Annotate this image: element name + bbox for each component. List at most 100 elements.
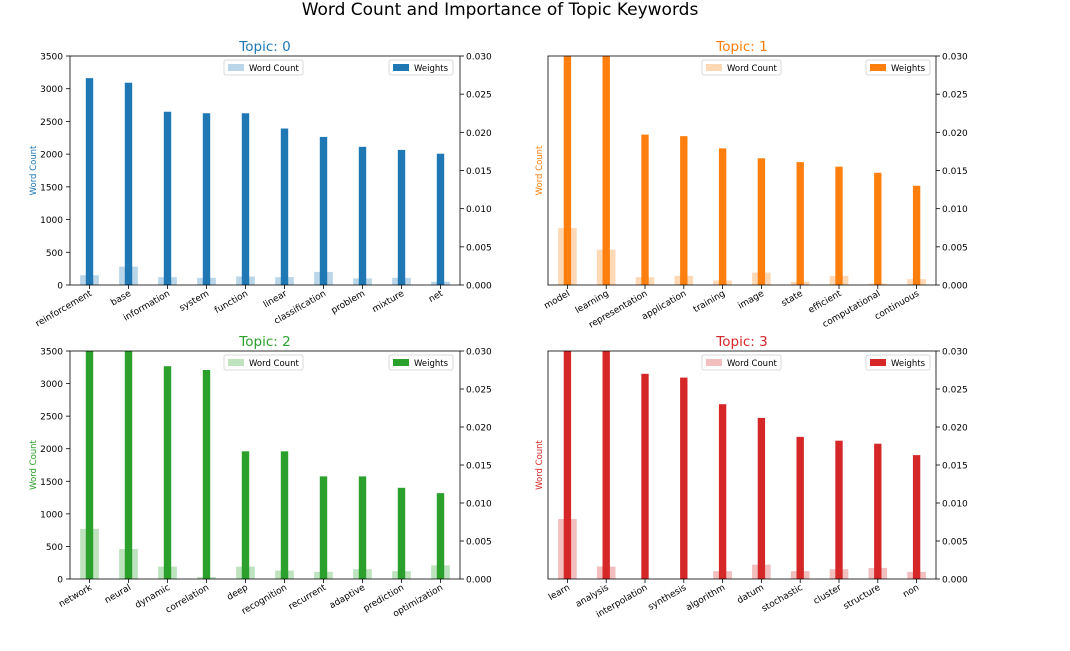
x-tick-label: mixture (371, 289, 407, 315)
y-axis-label: Word Count (535, 439, 545, 489)
legend-box-weights (865, 59, 931, 76)
weight-bar (436, 493, 445, 579)
x-tick-label: cluster (812, 583, 844, 607)
y-right-tick-label: 0.005 (942, 243, 968, 253)
weight-bar (358, 476, 367, 579)
weight-bar (718, 404, 727, 579)
weight-bar (680, 377, 688, 579)
weight-bar (280, 128, 289, 285)
weight-bar (163, 111, 172, 285)
y-left-tick-label: 0 (57, 282, 63, 292)
weight-bar (718, 148, 727, 285)
y-right-tick-label: 0.000 (466, 576, 492, 586)
weight-bar (796, 436, 804, 579)
x-tick-label: neural (103, 583, 133, 606)
legend-box-word-count (701, 59, 782, 76)
y-right-tick-label: 0.005 (466, 538, 492, 548)
y-left-tick-label: 1000 (40, 216, 63, 226)
y-left-tick-label: 1000 (40, 510, 63, 520)
legend-box-weights (865, 354, 931, 371)
figure-title: Word Count and Importance of Topic Keywo… (301, 0, 699, 20)
y-left-tick-label: 3500 (40, 348, 63, 358)
legend-label-word-count: Word Count (249, 64, 299, 74)
weight-bar (602, 56, 610, 285)
weight-bar (912, 185, 921, 285)
y-right-tick-label: 0.010 (942, 500, 968, 510)
y-left-tick-label: 500 (46, 543, 63, 553)
y-right-tick-label: 0.005 (942, 538, 968, 548)
legend-label-weights: Weights (891, 359, 926, 369)
y-right-tick-label: 0.000 (942, 576, 968, 586)
weight-bar (319, 136, 328, 285)
y-right-tick-label: 0.030 (466, 53, 492, 63)
panel-title: Topic: 2 (238, 334, 290, 350)
x-tick-label: state (780, 289, 805, 309)
x-tick-label: net (427, 289, 445, 305)
y-left-tick-label: 500 (46, 249, 63, 259)
y-left-tick-label: 2500 (40, 413, 63, 423)
y-right-tick-label: 0.015 (466, 167, 492, 177)
y-left-tick-label: 2500 (40, 118, 63, 128)
weight-bar (641, 134, 649, 285)
y-right-tick-label: 0.005 (466, 243, 492, 253)
x-tick-label: structure (842, 583, 883, 612)
weight-bar (280, 451, 289, 579)
weight-bar (397, 149, 406, 285)
x-tick-label: synthesis (647, 583, 689, 613)
y-right-tick-label: 0.025 (942, 386, 968, 396)
legend-label-word-count: Word Count (727, 64, 777, 74)
weight-bar (124, 351, 133, 579)
y-right-tick-label: 0.025 (466, 91, 492, 101)
x-tick-label: problem (330, 289, 367, 316)
weight-bar (85, 78, 94, 285)
weight-bar (563, 56, 572, 285)
weight-bar (85, 351, 94, 579)
weight-bar (874, 172, 882, 285)
legend-box-word-count (223, 354, 304, 371)
x-tick-label: reinforcement (34, 289, 94, 330)
y-right-tick-label: 0.020 (466, 424, 492, 434)
x-tick-label: linear (262, 289, 289, 311)
legend-label-weights: Weights (414, 64, 449, 74)
x-tick-label: training (692, 289, 727, 315)
x-tick-label: stochastic (760, 583, 804, 614)
x-tick-label: non (901, 583, 921, 600)
weight-bar (202, 113, 211, 285)
weight-bar (641, 373, 649, 579)
legend-box-weights (388, 354, 454, 371)
x-tick-label: continuous (873, 289, 921, 323)
x-tick-label: algorithm (684, 583, 727, 613)
x-tick-label: recurrent (287, 583, 328, 613)
y-left-tick-label: 2000 (40, 151, 63, 161)
y-left-tick-label: 2000 (40, 445, 63, 455)
legend-swatch-word-count (228, 64, 244, 71)
y-left-tick-label: 3000 (40, 380, 63, 390)
legend-swatch-weights (393, 64, 409, 71)
y-right-tick-label: 0.015 (942, 462, 968, 472)
y-right-tick-label: 0.010 (466, 205, 492, 215)
weight-bar (874, 443, 882, 579)
weight-bar (602, 351, 610, 579)
y-right-tick-label: 0.015 (942, 167, 968, 177)
weight-bar (124, 82, 133, 285)
x-tick-label: learn (547, 583, 572, 603)
x-tick-label: model (543, 289, 572, 312)
weight-bar (358, 146, 367, 285)
legend-box-word-count (223, 59, 304, 76)
y-right-tick-label: 0.030 (942, 348, 968, 358)
weight-bar (680, 136, 688, 285)
x-tick-label: network (57, 583, 94, 610)
legend-swatch-weights (870, 359, 886, 366)
x-tick-label: datum (736, 583, 766, 606)
weight-bar (912, 455, 921, 579)
y-left-tick-label: 0 (57, 576, 63, 586)
legend-box-word-count (701, 354, 782, 371)
y-left-tick-label: 3500 (40, 53, 63, 63)
y-right-tick-label: 0.020 (942, 424, 968, 434)
weight-bar (835, 166, 843, 285)
weight-bar (241, 113, 250, 285)
y-right-tick-label: 0.025 (466, 386, 492, 396)
legend-label-weights: Weights (891, 64, 926, 74)
legend-swatch-word-count (706, 359, 722, 366)
